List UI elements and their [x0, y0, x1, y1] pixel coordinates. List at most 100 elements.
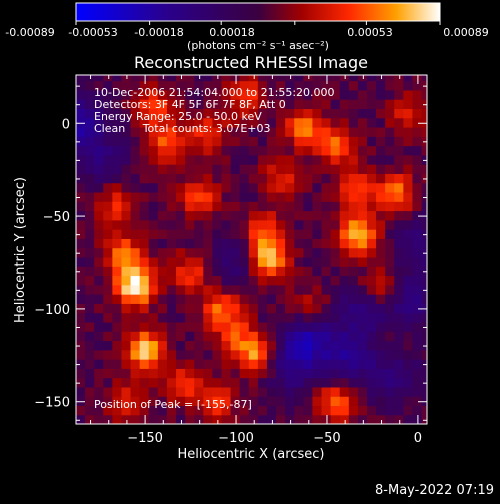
heatmap-cell: [121, 396, 132, 407]
heatmap-cell: [148, 89, 159, 100]
heatmap-cell: [121, 266, 132, 277]
heatmap-cell: [139, 377, 150, 388]
heatmap-cell: [285, 145, 295, 156]
heatmap-cell: [221, 210, 232, 221]
heatmap-cell: [185, 303, 195, 314]
heatmap-cell: [130, 238, 141, 249]
heatmap-cell: [330, 303, 341, 314]
heatmap-cell: [312, 396, 323, 407]
heatmap-cell: [166, 256, 177, 267]
heatmap-cell: [285, 238, 295, 249]
heatmap-cell: [294, 340, 304, 351]
heatmap-cell: [303, 405, 314, 416]
heatmap-cell: [148, 340, 159, 351]
heatmap-cell: [339, 136, 350, 147]
heatmap-cell: [121, 256, 132, 267]
heatmap-cell: [185, 136, 195, 147]
x-tick-label: −50: [313, 431, 340, 446]
heatmap-cell: [330, 238, 341, 249]
heatmap-cell: [139, 303, 150, 314]
heatmap-cell: [403, 303, 414, 314]
heatmap-cell: [421, 303, 427, 314]
heatmap-cell: [239, 377, 250, 388]
heatmap-cell: [203, 368, 213, 379]
heatmap-cell: [148, 256, 159, 267]
heatmap-cell: [185, 349, 195, 360]
heatmap-cell: [257, 359, 268, 369]
heatmap-cell: [357, 331, 368, 342]
heatmap-cell: [176, 386, 186, 397]
heatmap-cell: [330, 201, 341, 212]
heatmap-cell: [421, 108, 427, 119]
heatmap-cell: [176, 266, 186, 277]
heatmap-cell: [139, 210, 150, 221]
heatmap-cell: [330, 368, 341, 379]
heatmap-cell: [421, 368, 427, 379]
heatmap-cell: [303, 256, 314, 267]
heatmap-cell: [203, 303, 213, 314]
heatmap-cell: [330, 210, 341, 221]
heatmap-cell: [394, 312, 404, 323]
heatmap-cell: [321, 173, 332, 184]
heatmap-cell: [294, 173, 304, 184]
heatmap-cell: [376, 312, 386, 323]
heatmap-cell: [394, 182, 404, 193]
heatmap-cell: [421, 191, 427, 202]
heatmap-cell: [166, 117, 177, 128]
heatmap-cell: [276, 173, 286, 184]
heatmap-cell: [157, 284, 168, 295]
heatmap-cell: [157, 108, 168, 119]
heatmap-cell: [303, 275, 314, 286]
heatmap-cell: [412, 238, 423, 249]
heatmap-cell: [130, 219, 141, 230]
heatmap-cell: [357, 108, 368, 119]
heatmap-cell: [321, 210, 332, 221]
heatmap-cell: [339, 80, 350, 91]
heatmap-cell: [385, 303, 395, 314]
heatmap-cell: [221, 414, 232, 424]
heatmap-cell: [330, 126, 341, 137]
heatmap-cell: [203, 182, 213, 193]
heatmap-cell: [348, 164, 359, 174]
heatmap-cell: [266, 247, 277, 258]
heatmap-cell: [248, 136, 259, 147]
heatmap-cell: [339, 126, 350, 137]
heatmap-cell: [212, 331, 223, 342]
heatmap-cell: [148, 303, 159, 314]
heatmap-cell: [103, 294, 113, 304]
heatmap-cell: [385, 154, 395, 165]
heatmap-cell: [112, 238, 123, 249]
heatmap-cell: [257, 377, 268, 388]
heatmap-cell: [348, 349, 359, 360]
heatmap-cell: [139, 191, 150, 202]
heatmap-cell: [212, 136, 223, 147]
heatmap-cell: [285, 191, 295, 202]
heatmap-cell: [339, 173, 350, 184]
heatmap-cell: [339, 396, 350, 407]
heatmap-cell: [366, 164, 377, 174]
heatmap-cell: [221, 99, 232, 110]
heatmap-cell: [376, 164, 386, 174]
heatmap-cell: [266, 126, 277, 137]
heatmap-cell: [394, 396, 404, 407]
heatmap-cell: [185, 266, 195, 277]
heatmap-cell: [221, 182, 232, 193]
heatmap-cell: [394, 89, 404, 100]
heatmap-cell: [166, 321, 177, 332]
heatmap-cell: [185, 210, 195, 221]
heatmap-cell: [294, 405, 304, 416]
heatmap-cell: [157, 238, 168, 249]
heatmap-cell: [294, 219, 304, 230]
heatmap-cell: [121, 117, 132, 128]
heatmap-cell: [376, 414, 386, 424]
heatmap-cell: [276, 396, 286, 407]
heatmap-cell: [312, 303, 323, 314]
heatmap-cell: [294, 321, 304, 332]
heatmap-cell: [348, 126, 359, 137]
heatmap-cell: [366, 238, 377, 249]
heatmap-cell: [112, 191, 123, 202]
heatmap-cell: [76, 154, 86, 165]
heatmap-cell: [257, 164, 268, 174]
heatmap-cell: [239, 256, 250, 267]
heatmap-cell: [339, 191, 350, 202]
